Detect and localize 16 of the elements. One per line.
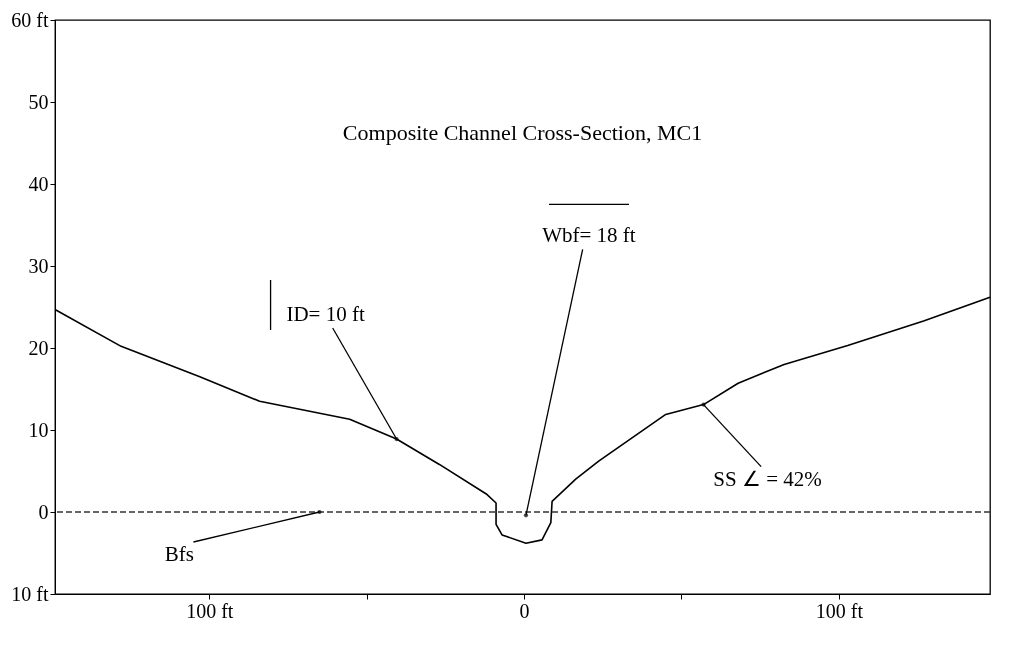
y-tick-label: 50	[28, 90, 49, 113]
x-tick-label: 0	[519, 599, 530, 622]
y-tick-label: 10 ft	[11, 582, 49, 605]
annotation: ID= 10 ft	[286, 302, 365, 327]
y-tick-label: 30	[28, 254, 49, 277]
text: Composite Channel Cross-Section, MC1	[342, 120, 703, 145]
y-tick-label: 10	[28, 418, 49, 441]
annotation: Wbf= 18 ft	[542, 223, 636, 248]
annotation: Bfs	[164, 542, 195, 566]
y-tick-label: 20	[28, 336, 49, 359]
x-tick-label: 100 ft	[815, 599, 864, 622]
y-tick-label: 60 ft	[11, 8, 49, 31]
y-tick-label: 40	[28, 172, 49, 195]
x-tick-label: 100 ft	[186, 599, 234, 622]
y-tick-label: 0	[38, 500, 49, 523]
annotation: SS ∠ = 42%	[713, 466, 822, 491]
